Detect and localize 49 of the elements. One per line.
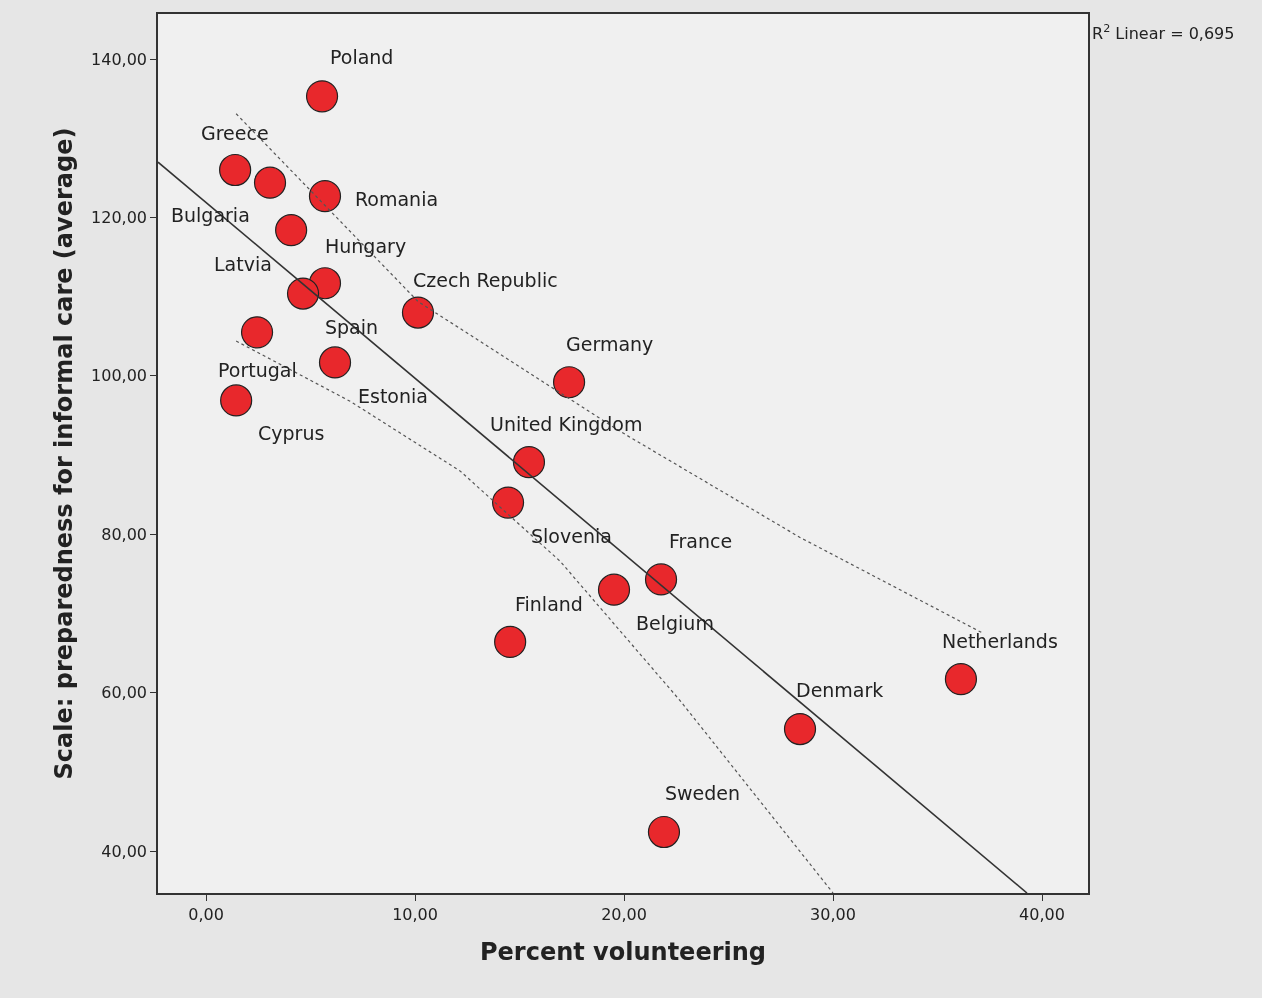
annotation: Greece: [201, 122, 269, 144]
point: [401, 296, 435, 329]
y-tick-label: 40,00: [101, 841, 148, 861]
point: [494, 625, 527, 659]
annotation: Latvia: [214, 253, 272, 275]
y-tick-label: 80,00: [101, 524, 148, 544]
point: [220, 384, 253, 417]
annotation: Portugal: [218, 359, 297, 381]
annotation: France: [669, 530, 733, 552]
annotation: Romania: [355, 188, 439, 210]
x-tick-label: 0,00: [188, 904, 224, 924]
y-tick-label: 100,00: [91, 366, 148, 386]
annotation: Sweden: [665, 782, 741, 804]
annotation: Czech Republic: [413, 269, 558, 291]
point: [783, 712, 817, 746]
point: [944, 663, 978, 696]
annotation: Estonia: [358, 385, 428, 407]
point: [286, 277, 320, 310]
y-tick-label: 60,00: [101, 683, 148, 703]
point: [253, 166, 287, 199]
point: [240, 316, 274, 349]
annotation: Poland: [330, 46, 394, 68]
point: [597, 573, 631, 606]
annotation: Cyprus: [258, 422, 325, 444]
point: [491, 486, 525, 519]
annotation: Hungary: [325, 235, 407, 257]
annotation: Denmark: [796, 679, 884, 701]
annotation: Germany: [566, 333, 654, 355]
x-tick-label: 40,00: [1019, 904, 1065, 924]
annotation: Netherlands: [942, 630, 1058, 652]
y-tick-label: 140,00: [91, 49, 148, 69]
text: R$^{2}$ Linear = 0,695: [1092, 22, 1235, 43]
y-axis-title: Scale: preparedness for informal care (average): [49, 127, 78, 780]
point: [644, 563, 678, 596]
point: [219, 153, 252, 187]
x-tick-label: 20,00: [601, 904, 647, 924]
point: [512, 446, 546, 479]
x-tick-label: 10,00: [392, 904, 438, 924]
x-axis-title: Percent volunteering: [479, 937, 767, 966]
point: [308, 180, 342, 213]
annotation: United Kingdom: [490, 413, 643, 435]
point: [552, 366, 586, 399]
annotation: Finland: [515, 593, 583, 615]
point: [305, 80, 339, 113]
point: [318, 346, 352, 379]
point: [647, 815, 681, 849]
point: [275, 214, 308, 247]
x-tick-label: 30,00: [810, 904, 856, 924]
y-tick-label: 120,00: [91, 208, 148, 228]
